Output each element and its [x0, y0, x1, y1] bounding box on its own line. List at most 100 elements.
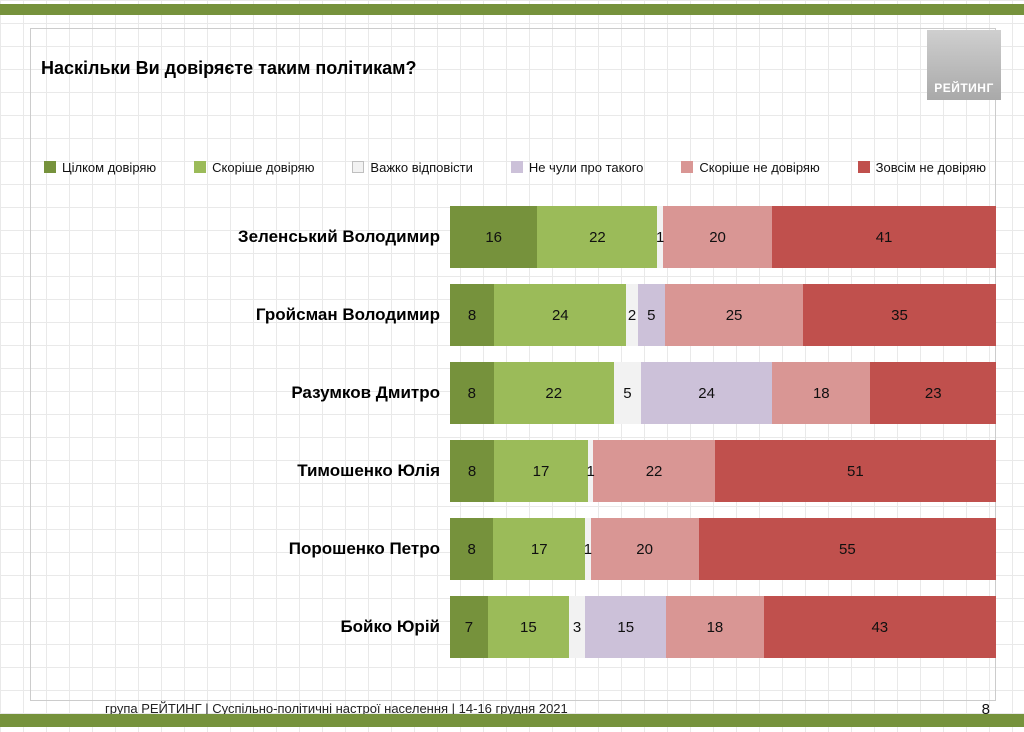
category-label: Бойко Юрій	[340, 617, 440, 636]
bar-segment: 7	[450, 596, 488, 658]
footer-text: група РЕЙТИНГ | Суспільно-політичні наст…	[105, 701, 568, 716]
bar-segment: 24	[494, 284, 627, 346]
segment-value: 22	[545, 384, 563, 402]
rating-logo: РЕЙТИНГ	[927, 30, 1001, 100]
segment-value: 8	[467, 384, 477, 402]
legend-label: Скоріше довіряю	[212, 159, 315, 175]
bar-segment: 22	[537, 206, 658, 268]
bar-segment: 2	[626, 284, 638, 346]
segment-value: 24	[551, 306, 569, 324]
page-number: 8	[981, 701, 990, 718]
stacked-bar: 8 22 5 24 18 23	[450, 362, 997, 424]
segment-value: 22	[645, 462, 663, 480]
segment-value: 17	[530, 540, 548, 558]
bar-segment: 1	[656, 206, 665, 268]
bar-segment: 1	[586, 440, 595, 502]
chart-row: Гройсман Володимир 8 24 2 5 25 35	[32, 284, 996, 346]
legend-swatch	[857, 161, 870, 173]
bar-segment: 51	[714, 440, 996, 502]
bar-segment: 20	[590, 518, 699, 580]
category-label: Гройсман Володимир	[255, 305, 440, 324]
chart-row: Разумков Дмитро 8 22 5 24 18 23	[32, 362, 997, 424]
category-label: Порошенко Петро	[288, 539, 440, 558]
segment-value: 16	[485, 228, 503, 246]
bar-segment: 15	[487, 596, 569, 658]
chart-row: Порошенко Петро 8 17 1 20 55	[32, 518, 997, 580]
bar-segment: 8	[450, 362, 494, 424]
legend: Цілком довіряю Скоріше довіряю Важко відпо…	[44, 158, 986, 176]
bar-segment: 18	[772, 362, 871, 424]
legend-swatch	[44, 161, 56, 173]
segment-value: 2	[627, 306, 637, 324]
legend-label: Важко відповісти	[370, 159, 473, 175]
bar-segment: 18	[666, 596, 764, 658]
chart-row: Зеленський Володимир 16 22 1 20 41	[32, 206, 996, 268]
chart-row: Бойко Юрій 7 15 3 15 18 43	[32, 596, 997, 658]
segment-value: 5	[647, 306, 656, 324]
legend-label: Цілком довіряю	[62, 159, 157, 175]
segment-value: 17	[532, 462, 550, 480]
stacked-bar: 16 22 1 20 41	[450, 206, 996, 268]
segment-value: 55	[839, 540, 856, 558]
segment-value: 1	[583, 540, 593, 558]
legend-item: Скоріше не довіряю	[681, 159, 820, 175]
chart-row: Тимошенко Юлія 8 17 1 22 51	[32, 440, 996, 502]
bar-segment: 55	[698, 518, 997, 580]
segment-value: 51	[847, 462, 864, 480]
chart-rows: Зеленський Володимир 16 22 1 20 41 Гройсман Во…	[32, 206, 997, 658]
bar-segment: 35	[802, 284, 996, 346]
slide-title: Наскільки Ви довіряєте таким політикам?	[41, 58, 417, 78]
rating-logo-text: РЕЙТИНГ	[934, 81, 994, 95]
segment-value: 25	[725, 306, 743, 324]
bar-segment: 8	[450, 518, 494, 580]
segment-value: 24	[698, 384, 715, 402]
bar-segment: 5	[613, 362, 642, 424]
legend-item: Зовсім не довіряю	[857, 160, 986, 175]
stacked-bar: 8 17 1 20 55	[450, 518, 997, 580]
bottom-accent-bar	[0, 714, 1024, 727]
category-label: Разумков Дмитро	[291, 383, 440, 402]
legend-item: Цілком довіряю	[44, 160, 156, 175]
bar-segment: 5	[637, 284, 666, 346]
segment-value: 8	[467, 306, 477, 324]
segment-value: 15	[617, 618, 635, 636]
segment-value: 43	[871, 618, 889, 636]
legend-label: Не чули про такого	[528, 159, 644, 175]
segment-value: 35	[891, 306, 908, 324]
legend-swatch	[681, 161, 694, 173]
segment-value: 18	[812, 384, 830, 402]
bar-segment: 15	[585, 596, 667, 658]
stacked-bar: 8 17 1 22 51	[450, 440, 996, 502]
bar-segment: 23	[870, 362, 997, 424]
bar-segment: 17	[493, 518, 586, 580]
category-label: Тимошенко Юлія	[297, 461, 440, 480]
segment-value: 1	[586, 462, 595, 480]
segment-value: 8	[467, 540, 476, 558]
category-label: Зеленський Володимир	[237, 227, 440, 246]
segment-value: 22	[589, 228, 606, 246]
bar-segment: 8	[450, 440, 495, 502]
bar-segment: 16	[450, 206, 538, 268]
segment-value: 20	[636, 540, 653, 558]
legend-item: Скоріше довіряю	[194, 160, 314, 175]
segment-value: 23	[924, 384, 942, 402]
bar-segment: 17	[494, 440, 588, 502]
segment-value: 1	[656, 228, 665, 246]
segment-value: 3	[572, 618, 582, 636]
segment-value: 18	[706, 618, 724, 636]
bar-segment: 3	[568, 596, 586, 658]
stacked-bar: 7 15 3 15 18 43	[450, 596, 997, 658]
bar-segment: 20	[662, 206, 773, 268]
legend-label: Скоріше не довіряю	[699, 159, 820, 175]
legend-swatch	[194, 161, 207, 173]
legend-swatch	[510, 161, 523, 173]
segment-value: 15	[520, 618, 537, 636]
segment-value: 7	[464, 618, 474, 636]
legend-swatch	[352, 161, 365, 173]
segment-value: 5	[623, 384, 632, 402]
segment-value: 20	[709, 228, 726, 246]
bar-segment: 22	[593, 440, 715, 502]
bar-segment: 1	[583, 518, 593, 580]
stacked-bar: 8 24 2 5 25 35	[450, 284, 996, 346]
segment-value: 8	[467, 462, 477, 480]
